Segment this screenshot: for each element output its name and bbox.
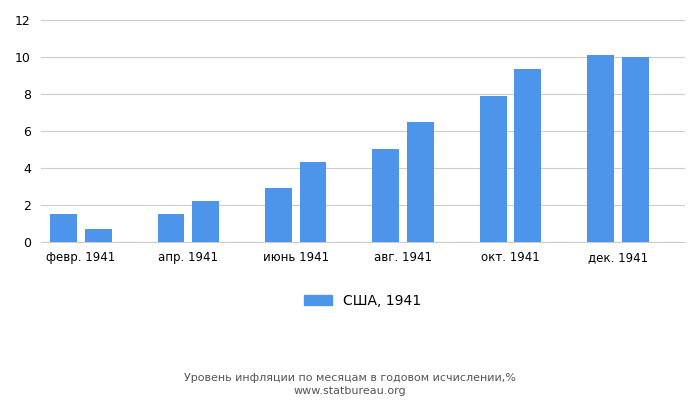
Bar — [480, 96, 507, 242]
Bar — [300, 162, 326, 242]
Bar — [622, 57, 649, 242]
Legend: США, 1941: США, 1941 — [299, 288, 427, 314]
Bar — [587, 55, 614, 242]
Bar — [514, 69, 541, 242]
Bar — [407, 122, 434, 242]
Bar — [192, 201, 219, 242]
Bar — [50, 214, 77, 242]
Bar — [265, 188, 292, 242]
Bar — [85, 228, 111, 242]
Bar — [372, 149, 399, 242]
Text: www.statbureau.org: www.statbureau.org — [294, 386, 406, 396]
Bar — [158, 214, 184, 242]
Text: Уровень инфляции по месяцам в годовом исчислении,%: Уровень инфляции по месяцам в годовом ис… — [184, 373, 516, 383]
